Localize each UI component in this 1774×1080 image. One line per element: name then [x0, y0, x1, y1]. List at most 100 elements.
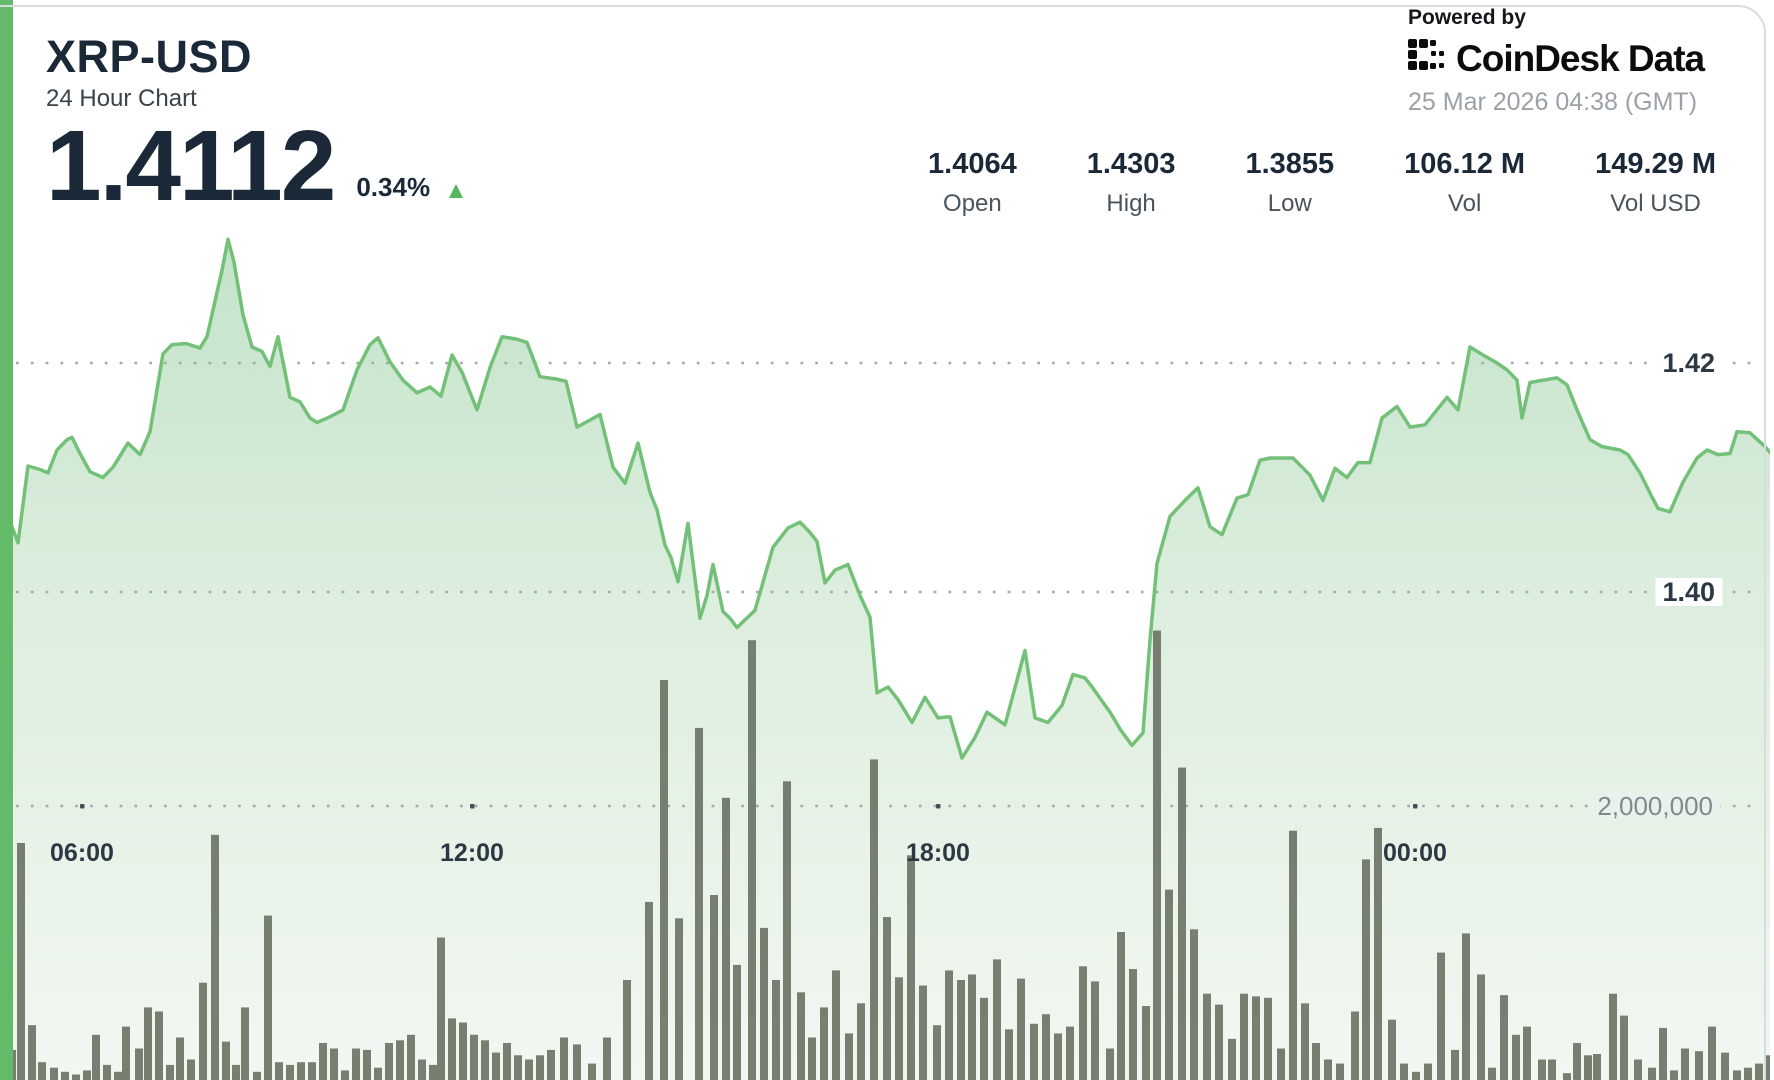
volume-bar	[623, 980, 631, 1080]
volume-bar	[1721, 1052, 1729, 1080]
volume-bar	[603, 1037, 611, 1080]
volume-bar	[1609, 993, 1617, 1080]
price-area-fill	[12, 239, 1774, 1080]
price-row: 1.4112 0.34% ▲	[46, 116, 468, 216]
chart-timestamp: 25 Mar 2026 04:38 (GMT)	[1408, 88, 1698, 116]
volume-bar	[1336, 1063, 1344, 1080]
open-value: 1.4064	[928, 148, 1017, 180]
volume-bar	[448, 1018, 456, 1080]
volume-bar	[1462, 933, 1470, 1080]
volume-bar	[1512, 1034, 1520, 1080]
stat-low: 1.3855 Low	[1245, 150, 1334, 216]
volume-bar	[1424, 1063, 1432, 1080]
stat-volume-usd: 149.29 M Vol USD	[1595, 150, 1716, 216]
volume-bar	[797, 992, 805, 1080]
volume-bar	[264, 915, 272, 1080]
volume-bar	[733, 964, 741, 1080]
chart-header: XRP-USD 24 Hour Chart 1.4112 0.34% ▲	[46, 31, 468, 216]
volume-bar	[1400, 1063, 1408, 1080]
volume-bar	[1584, 1055, 1592, 1080]
price-line	[10, 237, 1774, 760]
volume-bar	[407, 1034, 415, 1080]
volume-bar	[1538, 1059, 1546, 1080]
volume-bar	[72, 1074, 80, 1080]
volume-bar	[919, 985, 927, 1080]
volume-bar	[176, 1037, 184, 1080]
volume-bar	[1744, 1067, 1752, 1080]
volume-bar	[957, 980, 965, 1080]
volume-bar	[38, 1062, 46, 1080]
volume-bar	[1523, 1026, 1531, 1080]
volume-bar	[1324, 1059, 1332, 1080]
volume-bar	[1733, 1070, 1741, 1080]
volume-bar	[363, 1049, 371, 1080]
up-triangle-icon: ▲	[444, 177, 468, 204]
volume-bar	[1755, 1063, 1763, 1080]
volume-bar	[187, 1059, 195, 1080]
volume-bar	[144, 1007, 152, 1080]
volume-bar	[933, 1025, 941, 1080]
open-label: Open	[943, 190, 1002, 217]
coindesk-pixel-icon	[1408, 39, 1444, 70]
volume-bar	[845, 1033, 853, 1080]
volume-bar	[547, 1049, 555, 1080]
volume-bar	[418, 1059, 426, 1080]
volume-bar	[297, 1062, 305, 1080]
volume-bar	[1203, 993, 1211, 1080]
pair-title: XRP-USD	[46, 31, 253, 82]
volume-bar	[1106, 1048, 1114, 1080]
time-label-1800: 18:00	[906, 839, 970, 867]
volume-usd-value: 149.29 M	[1595, 148, 1716, 180]
volume-bar	[857, 1003, 865, 1080]
volume-bar	[308, 1062, 316, 1080]
volume-bar	[1563, 1073, 1571, 1080]
volume-bar	[660, 680, 668, 1080]
volume-bar	[895, 977, 903, 1080]
volume-bar	[1451, 1049, 1459, 1080]
right-margin	[1770, 0, 1774, 1080]
volume-axis-tick-2m: 2,000,000	[1590, 792, 1720, 820]
volume-bar	[286, 1064, 294, 1080]
x-tick-dot	[936, 804, 941, 809]
volume-bar	[459, 1022, 467, 1080]
low-value: 1.3855	[1245, 148, 1335, 180]
volume-bar	[1374, 827, 1382, 1080]
coindesk-logo[interactable]: CoinDesk Data	[1408, 38, 1764, 80]
volume-bar	[1289, 830, 1297, 1080]
volume-bar	[1017, 978, 1025, 1080]
x-tick-dot	[1413, 804, 1418, 809]
volume-bar	[722, 797, 730, 1080]
volume-bar	[1240, 993, 1248, 1080]
volume-usd-label: Vol USD	[1610, 190, 1701, 217]
volume-bar	[1477, 974, 1485, 1080]
high-value: 1.4303	[1086, 148, 1176, 180]
volume-bars	[8, 630, 1773, 1080]
volume-bar	[275, 1062, 283, 1080]
volume-bar	[352, 1048, 360, 1080]
volume-bar	[1165, 889, 1173, 1080]
volume-bar	[1681, 1048, 1689, 1080]
volume-bar	[1620, 1015, 1628, 1080]
volume-bar	[993, 959, 1001, 1080]
volume-bar	[1488, 1067, 1496, 1080]
volume-bar	[1412, 1071, 1420, 1080]
volume-bar	[1573, 1043, 1581, 1080]
volume-bar	[28, 1025, 36, 1080]
volume-bar	[1312, 1043, 1320, 1080]
powered-by-block: Powered by CoinDesk Data 25 Mar 2026 0	[1408, 6, 1764, 117]
volume-bar	[710, 895, 718, 1080]
stat-high: 1.4303 High	[1087, 150, 1176, 216]
volume-bar	[1695, 1051, 1703, 1080]
volume-bar	[1066, 1026, 1074, 1080]
x-tick-dot	[470, 804, 475, 809]
high-label: High	[1106, 190, 1156, 217]
volume-bar	[470, 1034, 478, 1080]
volume-bar	[222, 1041, 230, 1080]
low-label: Low	[1267, 190, 1312, 217]
volume-bar	[114, 1071, 122, 1080]
volume-bar	[503, 1043, 511, 1080]
price-axis-tick-140: 1.40	[1655, 578, 1722, 606]
stat-volume: 106.12 M Vol	[1404, 150, 1525, 216]
volume-bar	[760, 927, 768, 1080]
